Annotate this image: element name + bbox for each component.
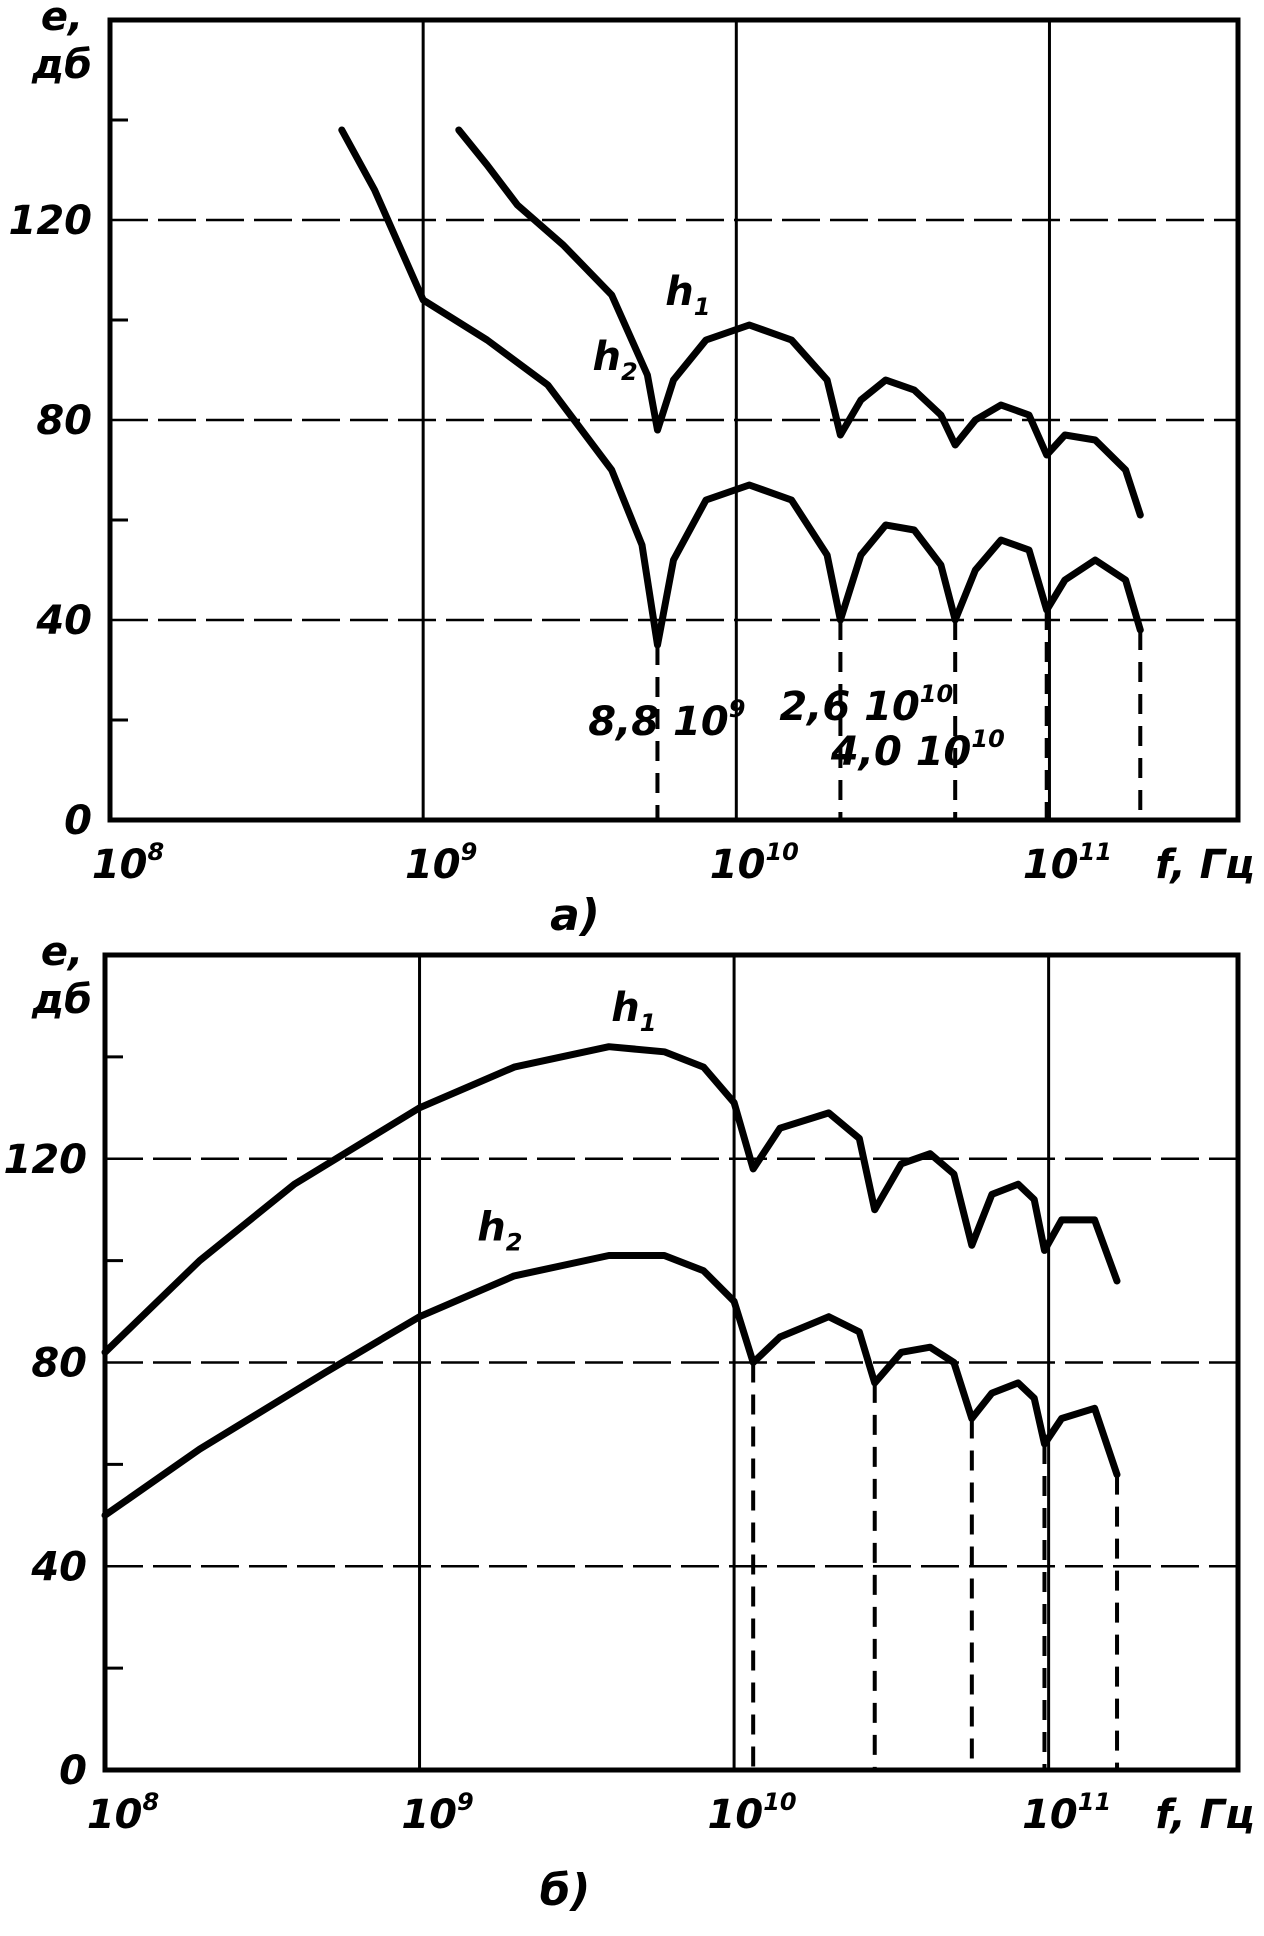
- x-tick-label: 1010: [710, 838, 799, 888]
- series-label-h1: h1: [611, 985, 656, 1037]
- x-tick-label: 108: [87, 1788, 159, 1838]
- x-axis-label: f, Гц: [1155, 1792, 1254, 1838]
- y-tick-label: 80: [31, 1341, 87, 1387]
- y-tick-label: 0: [64, 798, 92, 844]
- panel-caption: a): [550, 890, 600, 941]
- y-axis-label: e,: [41, 0, 83, 40]
- minimum-frequency-annotation: 4,0 1010: [830, 725, 1005, 775]
- x-tick-label: 109: [405, 838, 477, 888]
- x-axis-label: f, Гц: [1155, 842, 1254, 888]
- x-tick-label: 1010: [708, 1788, 797, 1838]
- series-line-h1: [455, 126, 1144, 519]
- series-label-h2: h2: [477, 1204, 522, 1256]
- y-tick-label: 40: [30, 1544, 87, 1590]
- series-line-h2: [338, 126, 1144, 649]
- y-tick-label: 120: [9, 198, 93, 244]
- minimum-frequency-annotation: 8,8 109: [588, 695, 745, 745]
- y-axis-unit: дб: [31, 977, 92, 1023]
- series-label-h1: h1: [665, 269, 710, 321]
- chart-a: 0 40 80 120 e,дб 108 109 1010 1011 f, Гц h1 h2 8,8 1…: [9, 0, 1255, 941]
- y-tick-label: 40: [35, 598, 92, 644]
- x-tick-label: 1011: [1022, 1788, 1111, 1838]
- panel-caption: б): [540, 1865, 591, 1916]
- x-tick-label: 109: [401, 1788, 473, 1838]
- y-axis-label: e,: [41, 929, 83, 975]
- chart-b: 0 40 80 120 e,дб 108 109 1010 1011 f, Гц h1 h2 б): [4, 929, 1255, 1916]
- minimum-frequency-annotation: 2,6 1010: [779, 680, 953, 730]
- y-axis-unit: дб: [31, 42, 92, 88]
- series-label-h2: h2: [592, 334, 637, 386]
- series-line-h2: [101, 1252, 1121, 1519]
- y-tick-label: 120: [4, 1137, 88, 1183]
- x-tick-label: 108: [92, 838, 164, 888]
- y-tick-label: 0: [59, 1748, 87, 1794]
- y-tick-label: 80: [36, 398, 92, 444]
- series-line-h1: [101, 1043, 1121, 1356]
- x-tick-label: 1011: [1023, 838, 1112, 888]
